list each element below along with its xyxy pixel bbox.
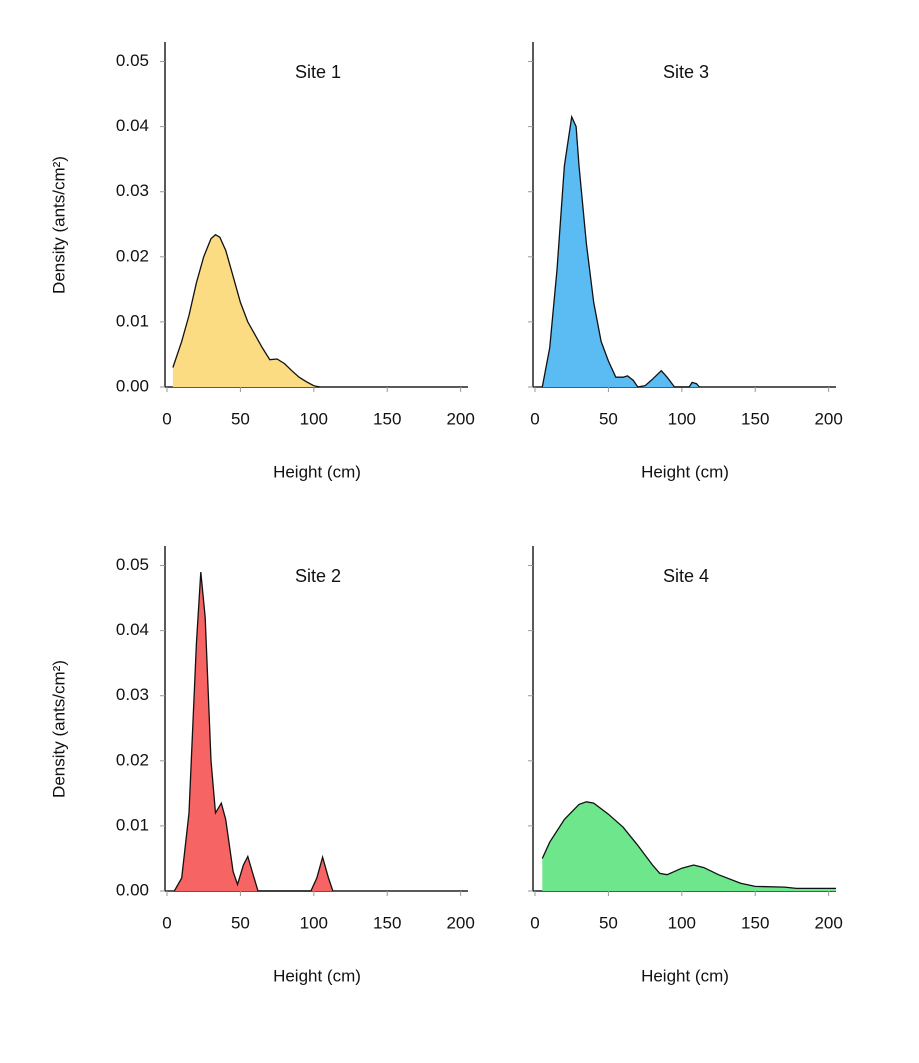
y-tick-label: 0.00 xyxy=(116,880,149,899)
x-tick-label: 0 xyxy=(162,913,171,932)
y-tick-label: 0.04 xyxy=(116,620,149,639)
x-tick-label: 0 xyxy=(530,409,539,428)
y-tick-label: 0.03 xyxy=(116,685,149,704)
density-line xyxy=(172,233,320,388)
density-line xyxy=(541,801,836,890)
x-axis-label: Height (cm) xyxy=(273,966,361,985)
y-tick-label: 0.03 xyxy=(116,181,149,200)
panel-title: Site 2 xyxy=(295,566,341,586)
x-tick-label: 0 xyxy=(162,409,171,428)
density-area xyxy=(542,116,700,388)
panel-title: Site 4 xyxy=(663,566,709,586)
x-tick-label: 50 xyxy=(599,913,618,932)
x-tick-label: 0 xyxy=(530,913,539,932)
x-tick-label: 150 xyxy=(373,913,401,932)
y-axis-label: Density (ants/cm²) xyxy=(49,660,68,798)
x-tick-label: 50 xyxy=(231,913,250,932)
x-tick-label: 200 xyxy=(446,913,474,932)
x-tick-label: 200 xyxy=(814,409,842,428)
y-tick-label: 0.04 xyxy=(116,116,149,135)
density-line xyxy=(541,114,700,388)
y-tick-label: 0.05 xyxy=(116,555,149,574)
x-axis-label: Height (cm) xyxy=(273,462,361,481)
x-tick-label: 150 xyxy=(373,409,401,428)
x-tick-label: 100 xyxy=(668,913,696,932)
y-tick-label: 0.01 xyxy=(116,311,149,330)
y-tick-label: 0.00 xyxy=(116,376,149,395)
x-tick-label: 100 xyxy=(668,409,696,428)
x-tick-label: 200 xyxy=(446,409,474,428)
x-tick-label: 150 xyxy=(741,913,769,932)
panel-title: Site 3 xyxy=(663,62,709,82)
density-area xyxy=(174,572,333,891)
x-tick-label: 50 xyxy=(231,409,250,428)
y-tick-label: 0.05 xyxy=(116,51,149,70)
x-tick-label: 100 xyxy=(300,409,328,428)
panel-title: Site 1 xyxy=(295,62,341,82)
density-line xyxy=(173,571,334,892)
x-tick-label: 50 xyxy=(599,409,618,428)
density-area xyxy=(172,234,320,387)
x-axis-label: Height (cm) xyxy=(641,462,729,481)
y-tick-label: 0.02 xyxy=(116,750,149,769)
x-axis-label: Height (cm) xyxy=(641,966,729,985)
x-tick-label: 100 xyxy=(300,913,328,932)
y-tick-label: 0.01 xyxy=(116,815,149,834)
y-tick-label: 0.02 xyxy=(116,246,149,265)
y-axis-label: Density (ants/cm²) xyxy=(49,156,68,294)
x-tick-label: 200 xyxy=(814,913,842,932)
x-tick-label: 150 xyxy=(741,409,769,428)
density-area xyxy=(542,801,836,891)
